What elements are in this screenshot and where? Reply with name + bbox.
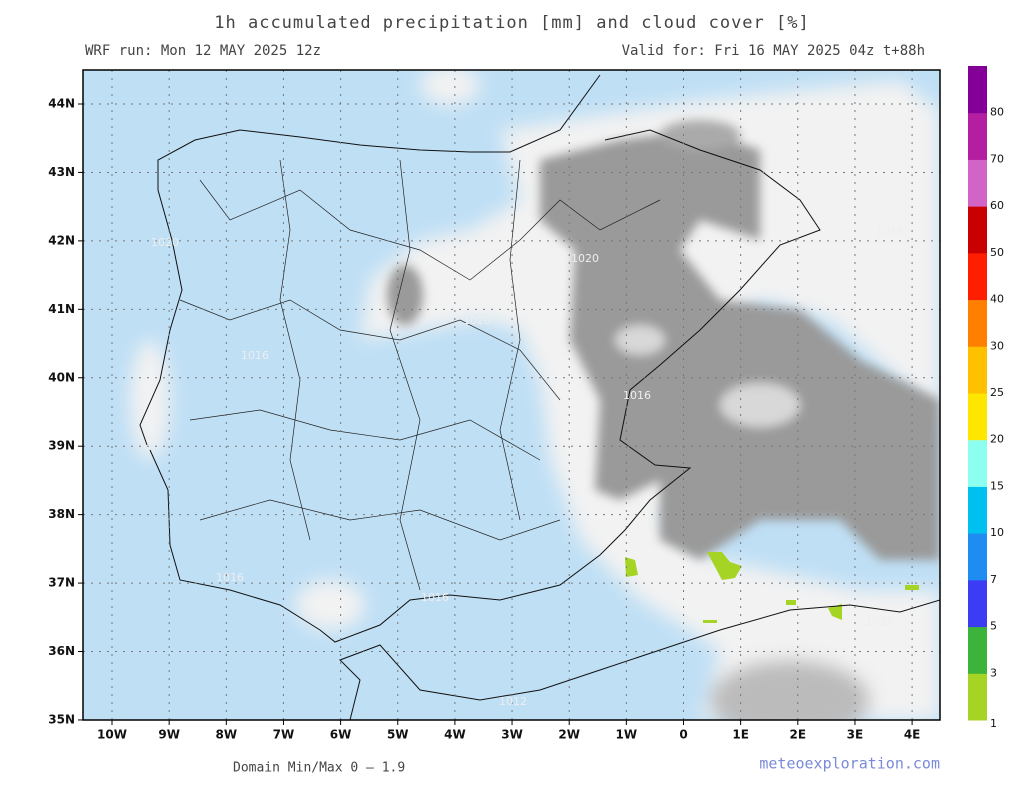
valid-label: Valid for: Fri 16 MAY 2025 04z t+88h	[622, 43, 925, 59]
lon-label: 10W	[97, 728, 127, 742]
lat-label: 42N	[48, 233, 75, 247]
borders	[179, 159, 661, 591]
lon-label: 3E	[847, 728, 864, 742]
lon-label: 4W	[444, 728, 466, 742]
colorbar-label: 50	[990, 246, 1004, 259]
isobar-label: 1016	[241, 349, 269, 362]
lon-label: 7W	[273, 728, 295, 742]
map-area: 1020 1020 1020 1016 1016 1016 1016 1012 1016 1016	[83, 70, 940, 720]
colorbar-label: 30	[990, 339, 1004, 352]
colorbar: 1 3 5 7 10 15 20 25 30 40 50 60 70 80	[968, 66, 1004, 730]
colorbar-label: 25	[990, 386, 1004, 399]
colorbar-segment	[968, 159, 987, 207]
lon-label: 8W	[216, 728, 238, 742]
lon-label: 1W	[616, 728, 638, 742]
lon-label: 9W	[158, 728, 180, 742]
isobar-labels: 1020 1020 1020 1016 1016 1016 1016 1012 1016 1016	[151, 225, 904, 708]
isobar-label: 1016	[216, 571, 244, 584]
coastline	[139, 74, 940, 720]
colorbar-label: 10	[990, 526, 1004, 539]
lat-label: 38N	[48, 507, 75, 521]
isobar-label: 1020	[151, 236, 179, 249]
axes: 44N 43N 42N 41N 40N 39N 38N 37N 36N 35N 10W 9W 8W 7W 6…	[48, 97, 920, 742]
colorbar-label: 5	[990, 620, 997, 633]
run-label: WRF run: Mon 12 MAY 2025 12z	[85, 43, 321, 59]
colorbar-segment	[968, 579, 987, 628]
lat-label: 39N	[48, 439, 75, 453]
colorbar-label: 7	[990, 573, 997, 586]
lat-label: 40N	[48, 370, 75, 384]
colorbar-label: 1	[990, 717, 997, 730]
lat-label: 44N	[48, 97, 75, 111]
lat-label: 36N	[48, 644, 75, 658]
lon-label: 2E	[790, 728, 807, 742]
colorbar-segment	[968, 439, 987, 487]
lon-label: 5W	[387, 728, 409, 742]
colorbar-segment	[968, 533, 987, 581]
colorbar-label: 15	[990, 479, 1004, 492]
colorbar-segment	[968, 673, 987, 721]
isobar-label: 1020	[571, 252, 599, 265]
colorbar-segment	[968, 66, 987, 114]
colorbar-label: 3	[990, 666, 997, 679]
lon-label: 4E	[904, 728, 921, 742]
lon-label: 2W	[558, 728, 580, 742]
lon-label: 0	[679, 728, 687, 742]
lon-label: 6W	[330, 728, 352, 742]
lat-label: 37N	[48, 576, 75, 590]
isobar-label: 1016	[876, 225, 904, 238]
precip-areas	[625, 552, 919, 623]
colorbar-segment	[968, 393, 987, 441]
isobar-label: 1016	[623, 389, 651, 402]
colorbar-segment	[968, 626, 987, 674]
isobar-label: 1020	[463, 314, 491, 327]
lat-label: 41N	[48, 302, 75, 316]
cloud-gray	[387, 120, 940, 560]
colorbar-segment	[968, 346, 987, 394]
minmax-label: Domain Min/Max 0 — 1.9	[233, 761, 405, 776]
colorbar-label: 60	[990, 199, 1004, 212]
lat-label: 43N	[48, 165, 75, 179]
colorbar-label: 20	[990, 433, 1004, 446]
site-label[interactable]: meteoexploration.com	[759, 755, 940, 773]
colorbar-segment	[968, 112, 987, 160]
lon-label: 3W	[501, 728, 523, 742]
colorbar-label: 80	[990, 106, 1004, 119]
colorbar-segment	[968, 252, 987, 301]
lon-label: 1E	[732, 728, 749, 742]
colorbar-segment	[968, 206, 987, 254]
isobar-label: 1016	[866, 615, 894, 628]
colorbar-segment	[968, 486, 987, 534]
colorbar-label: 70	[990, 152, 1004, 165]
colorbar-segment	[968, 299, 987, 347]
map-frame	[82, 69, 941, 721]
isobar-label: 1016	[421, 591, 449, 604]
colorbar-label: 40	[990, 293, 1004, 306]
cloud-white	[130, 70, 940, 720]
title: 1h accumulated precipitation [mm] and cl…	[214, 13, 809, 33]
isobar-label: 1012	[499, 695, 527, 708]
lat-label: 35N	[48, 712, 75, 726]
